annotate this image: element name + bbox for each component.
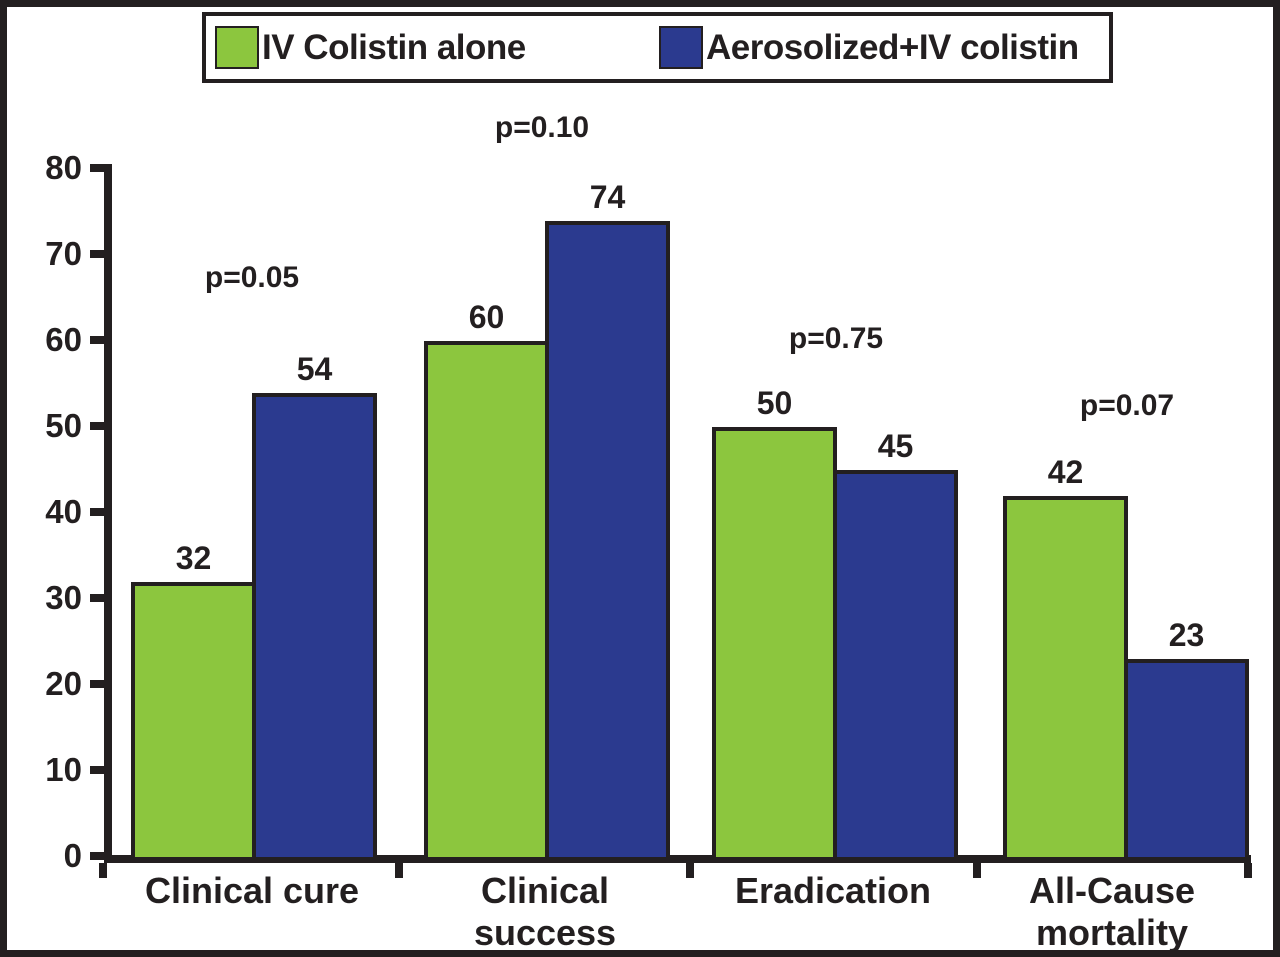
- legend-item-iv-colistin-alone: IV Colistin alone: [215, 16, 526, 79]
- y-axis-tick: [90, 680, 106, 688]
- bar-value-label-eradication-0: 50: [756, 385, 793, 421]
- x-category-label-clinical-cure: Clinical cure: [144, 870, 360, 911]
- bar-value-label-clinical-cure-0: 32: [175, 540, 212, 576]
- y-axis-tick-label: 30: [45, 579, 82, 616]
- bar-value-label-eradication-1: 45: [877, 428, 914, 464]
- x-axis-tick-4: [1244, 863, 1252, 878]
- bar-aerosolized-iv-colistin-clinical-cure: [252, 393, 377, 861]
- bar-value-label-all-cause-mortality-0: 42: [1047, 454, 1084, 490]
- x-axis-tick-0: [99, 863, 107, 878]
- x-axis-tick-2: [686, 863, 694, 878]
- bar-iv-colistin-alone-all-cause-mortality: [1003, 496, 1128, 861]
- bar-value-label-clinical-cure-1: 54: [296, 351, 333, 387]
- p-value-label-eradication: p=0.75: [788, 322, 884, 355]
- y-axis-tick: [90, 336, 106, 344]
- bar-value-label-clinical-success-0: 60: [468, 299, 505, 335]
- y-axis-line: [104, 164, 112, 863]
- legend: IV Colistin alone Aerosolized+IV colisti…: [202, 12, 1113, 83]
- legend-swatch-green-icon: [215, 26, 259, 69]
- bar-iv-colistin-alone-clinical-cure: [131, 582, 256, 861]
- y-axis-tick-label: 80: [45, 149, 82, 186]
- y-axis-tick-label: 70: [45, 235, 82, 272]
- x-category-label-clinical-success: Clinical success: [473, 870, 617, 953]
- y-axis-tick-label: 20: [45, 665, 82, 702]
- x-axis-line: [104, 855, 1251, 863]
- p-value-label-all-cause-mortality: p=0.07: [1079, 389, 1175, 422]
- y-axis-tick-label: 50: [45, 407, 82, 444]
- legend-label-iv-colistin-alone: IV Colistin alone: [262, 27, 526, 67]
- legend-swatch-blue-icon: [659, 26, 703, 69]
- bar-value-label-all-cause-mortality-1: 23: [1168, 617, 1205, 653]
- p-value-label-clinical-success: p=0.10: [494, 111, 590, 144]
- y-axis-tick-label: 0: [63, 837, 82, 874]
- y-axis-tick: [90, 164, 106, 172]
- bar-aerosolized-iv-colistin-clinical-success: [545, 221, 670, 861]
- y-axis-tick: [90, 508, 106, 516]
- y-axis-tick: [90, 852, 106, 860]
- x-axis-tick-1: [395, 863, 403, 878]
- p-value-label-clinical-cure: p=0.05: [204, 261, 300, 294]
- x-axis-tick-3: [973, 863, 981, 878]
- bar-aerosolized-iv-colistin-eradication: [833, 470, 958, 861]
- y-axis-tick: [90, 422, 106, 430]
- y-axis-tick-label: 40: [45, 493, 82, 530]
- x-category-label-all-cause-mortality: All-Cause mortality: [1028, 870, 1196, 953]
- y-axis-tick: [90, 250, 106, 258]
- chart-area: 0 10 20 30 40 50 60 70 80 32 54 p=0.05 Clinical cure…: [7, 7, 1273, 950]
- y-axis-tick-label: 60: [45, 321, 82, 358]
- bar-iv-colistin-alone-eradication: [712, 427, 837, 861]
- bar-aerosolized-iv-colistin-all-cause-mortality: [1124, 659, 1249, 861]
- y-axis-tick: [90, 594, 106, 602]
- x-category-label-eradication: Eradication: [734, 870, 932, 911]
- legend-label-aerosolized-iv-colistin: Aerosolized+IV colistin: [706, 27, 1079, 67]
- bar-value-label-clinical-success-1: 74: [589, 179, 626, 215]
- bar-iv-colistin-alone-clinical-success: [424, 341, 549, 861]
- y-axis-tick-label: 10: [45, 751, 82, 788]
- legend-item-aerosolized-iv-colistin: Aerosolized+IV colistin: [659, 16, 1079, 79]
- y-axis-tick: [90, 766, 106, 774]
